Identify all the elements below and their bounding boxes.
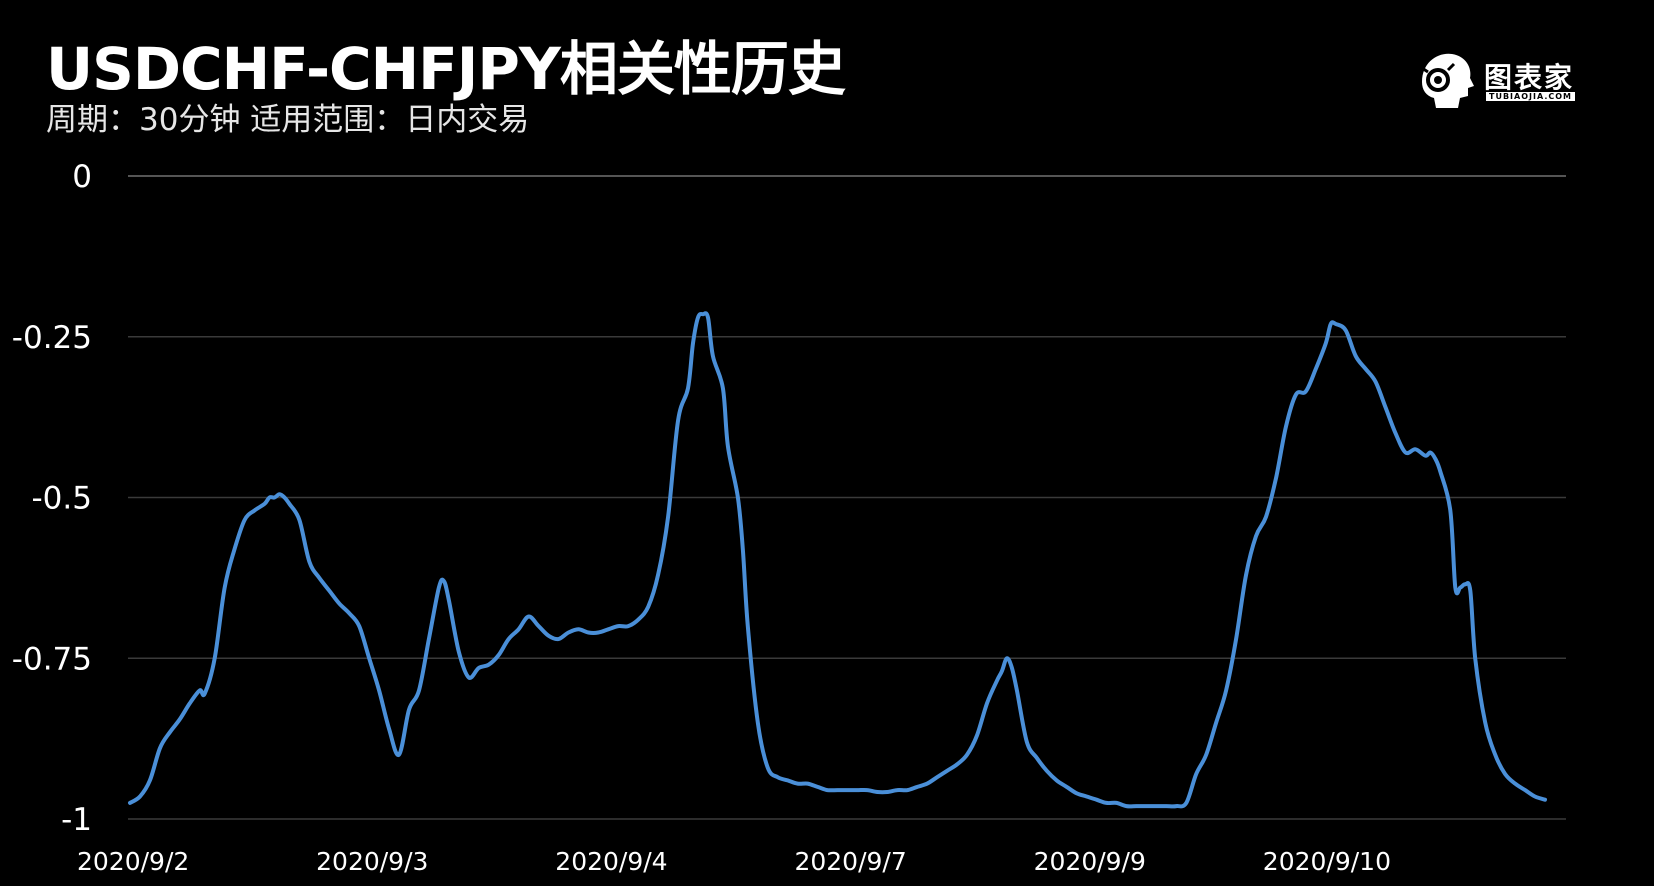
grid-lines <box>128 175 1566 820</box>
brand-logo: 图表家 TUBIAOJIA.COM <box>1414 50 1590 110</box>
x-tick-label: 2020/9/3 <box>316 847 428 876</box>
x-tick-label: 2020/9/2 <box>77 847 189 876</box>
logo-sub: TUBIAOJIA.COM <box>1486 92 1575 101</box>
y-tick-label: 0 <box>72 159 92 195</box>
head-gear-icon <box>1421 53 1474 108</box>
x-tick-label: 2020/9/7 <box>794 847 906 876</box>
y-axis: 0 -0.25 -0.5 -0.75 -1 <box>12 159 92 838</box>
x-tick-label: 2020/9/9 <box>1034 847 1146 876</box>
y-tick-label: -0.75 <box>12 641 92 677</box>
y-tick-label: -0.25 <box>12 320 92 356</box>
chart-subtitle: 周期：30分钟 适用范围：日内交易 <box>46 102 530 138</box>
correlation-line <box>128 311 1547 809</box>
logo-name: 图表家 <box>1484 61 1575 94</box>
y-tick-label: -1 <box>61 802 92 838</box>
y-tick-label: -0.5 <box>32 481 93 517</box>
chart-title: USDCHF-CHFJPY相关性历史 <box>46 35 846 103</box>
x-axis: 2020/9/2 2020/9/3 2020/9/4 2020/9/7 2020/9/9… <box>77 847 1391 876</box>
x-tick-label: 2020/9/4 <box>555 847 667 876</box>
x-tick-label: 2020/9/10 <box>1263 847 1391 876</box>
